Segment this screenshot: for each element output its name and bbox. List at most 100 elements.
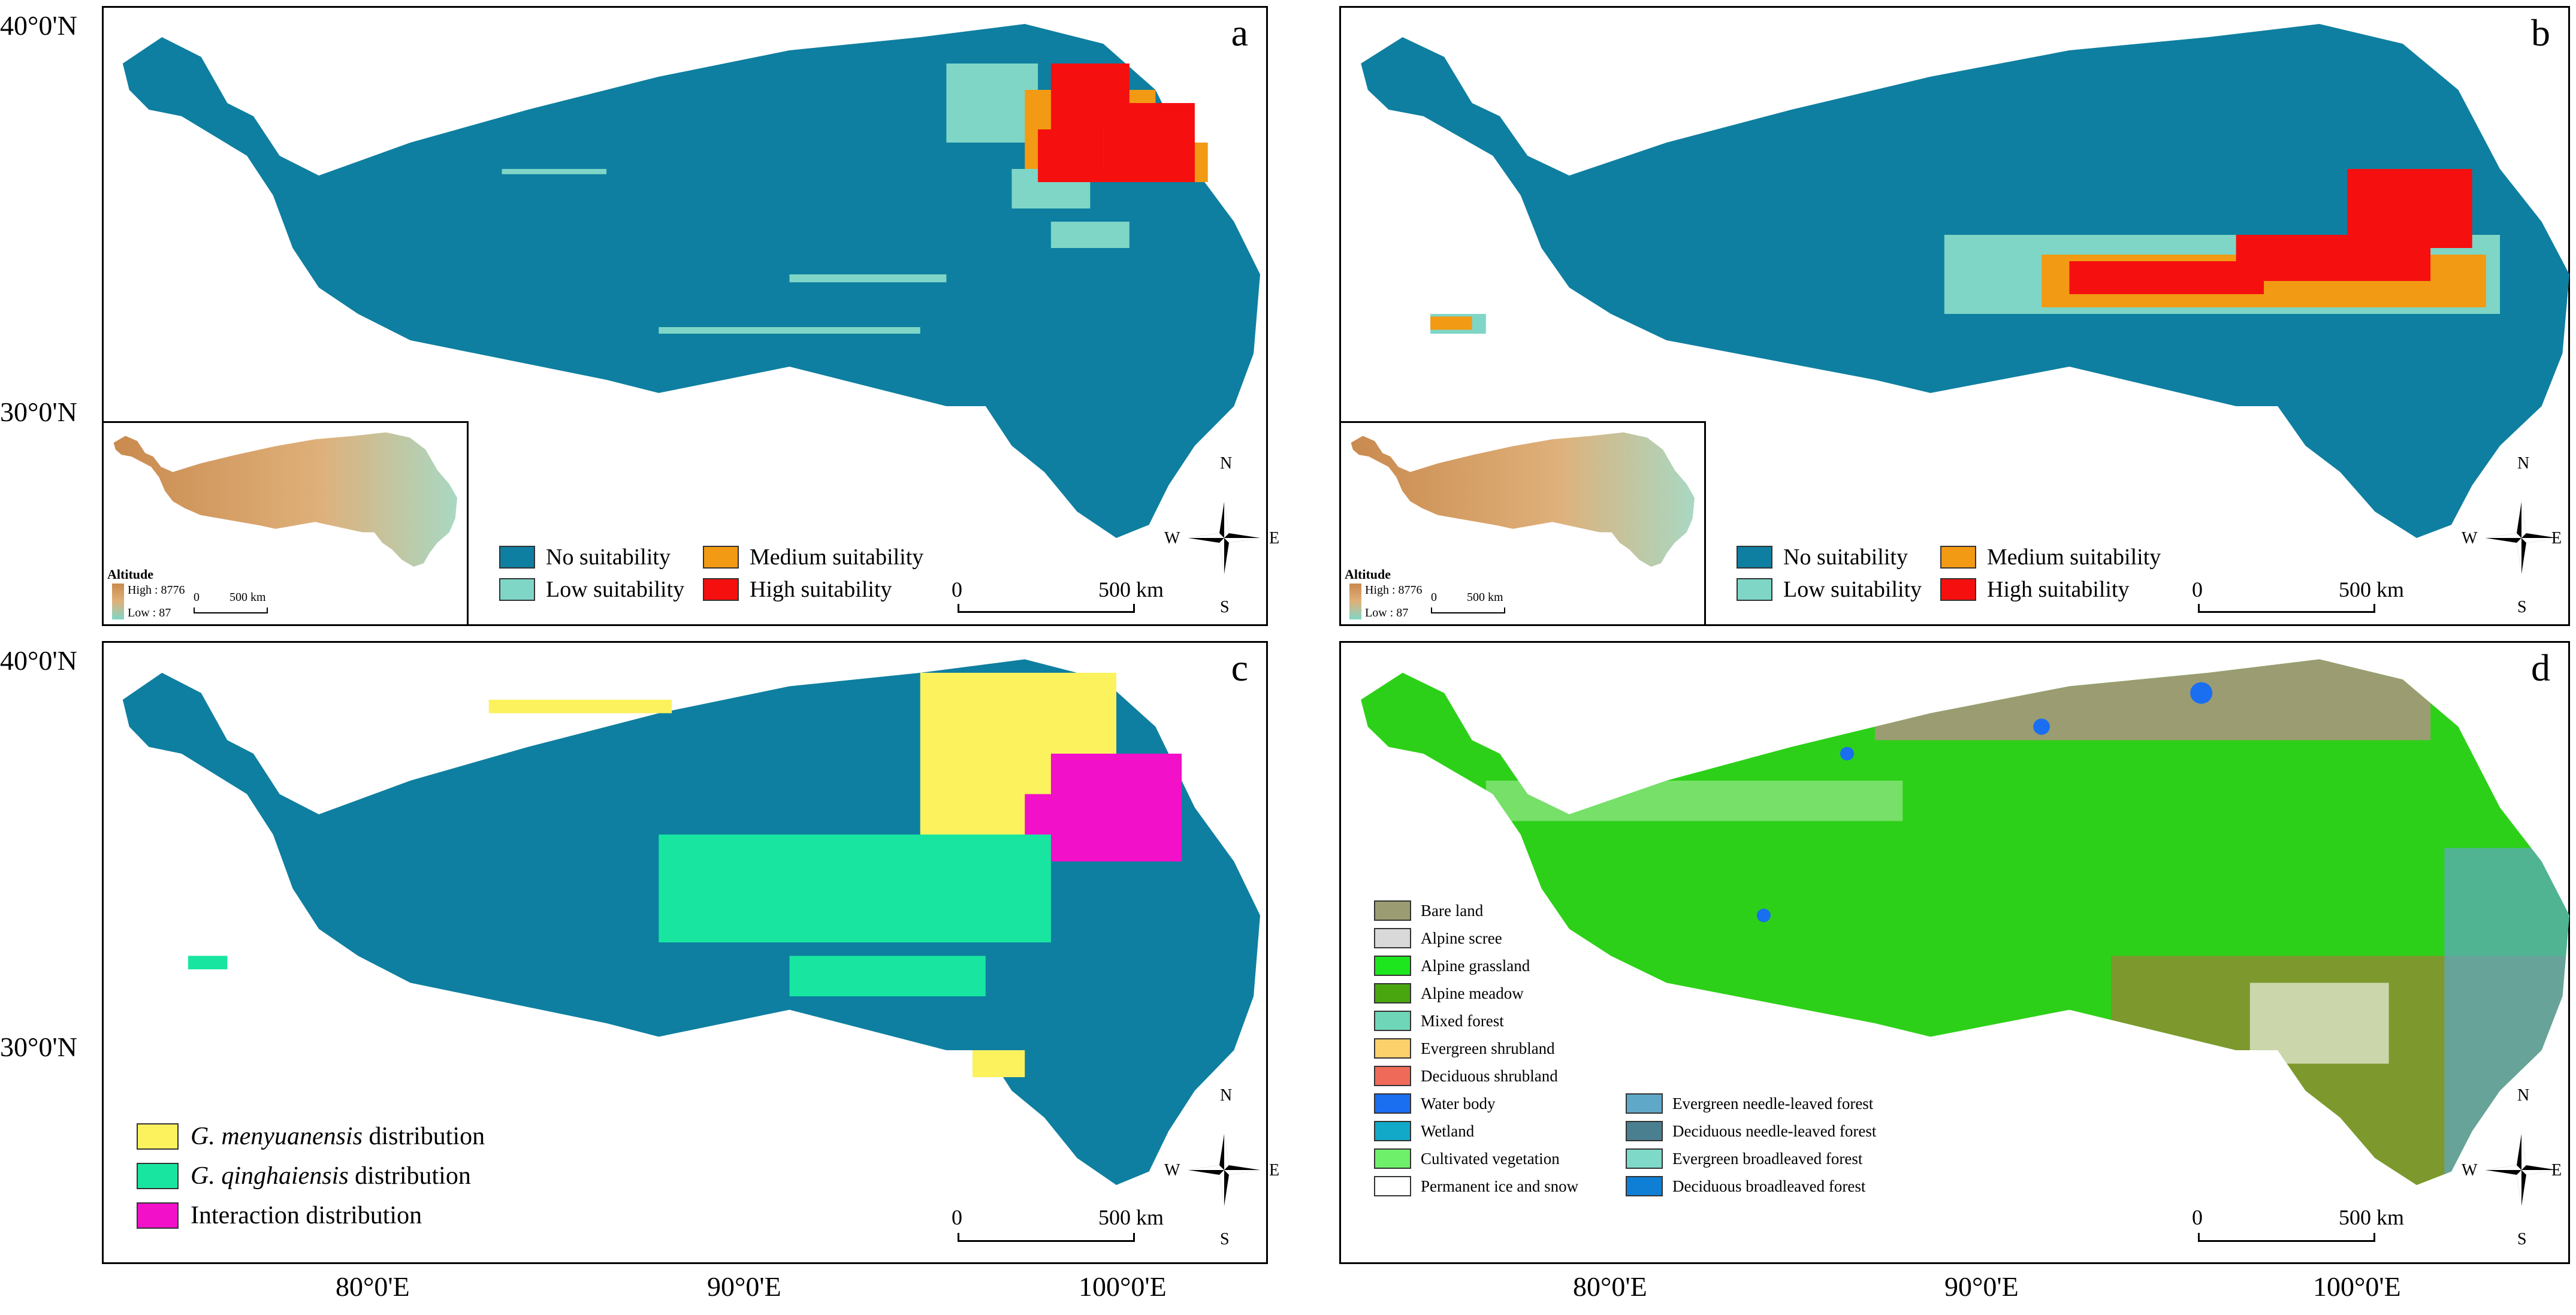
species-name-menyuanensis: G. menyuanensis (191, 1123, 363, 1150)
inset-scale-zero: 0 (194, 591, 200, 604)
legend-swatch (499, 546, 535, 569)
suitability-map-a (122, 24, 1260, 538)
lon-label-80-left: 80°0'E (336, 1271, 410, 1302)
legend-swatch (1374, 1038, 1411, 1059)
landcover-legend-item: Wetland (1374, 1121, 1474, 1141)
altitude-inset: Altitude High : 8776 Low : 87 0 500 km (1339, 421, 1706, 626)
legend-label: Alpine grassland (1421, 956, 1530, 975)
high-suitability-patches (1038, 64, 1195, 182)
compass-w: W (2462, 529, 2478, 548)
scalebar (2198, 604, 2375, 613)
compass-e: E (1269, 529, 1280, 548)
distribution-map-c (122, 659, 1260, 1185)
legend-swatch (1374, 900, 1411, 921)
inset-scale-distance: 500 km (229, 591, 266, 604)
panel-label-b: b (2531, 11, 2550, 54)
altitude-low-label: Low : 87 (1365, 606, 1409, 619)
landcover-legend-item: Bare land (1374, 900, 1483, 921)
compass-rose-icon (2486, 502, 2557, 574)
altitude-low-label: Low : 87 (128, 606, 171, 619)
scalebar-distance: 500 km (2339, 1205, 2405, 1229)
compass-w: W (2462, 1161, 2478, 1180)
legend-label: High suitability (750, 577, 892, 602)
lat-label-30-left-top: 30°0'N (0, 397, 77, 427)
legend-swatch (1737, 578, 1772, 601)
legend-swatch (1374, 1093, 1411, 1114)
legend-label: Evergreen broadleaved forest (1672, 1149, 1863, 1168)
legend-label: Alpine scree (1421, 929, 1502, 947)
legend-label: Water body (1421, 1094, 1496, 1113)
compass-w: W (1164, 1161, 1180, 1180)
legend-label: Deciduous needle-leaved forest (1672, 1121, 1877, 1140)
legend-swatch (703, 546, 739, 569)
species-name-qinghaiensis: G. qinghaiensis (191, 1162, 349, 1190)
legend-swatch (1374, 1066, 1411, 1086)
compass-s: S (2517, 1230, 2527, 1249)
legend-swatch (1940, 546, 1976, 569)
legend-label: Permanent ice and snow (1421, 1177, 1579, 1195)
legend-swatch (1374, 1148, 1411, 1169)
panel-label-c: c (1231, 646, 1248, 689)
legend-swatch (1374, 928, 1411, 948)
scalebar-distance: 500 km (1098, 1205, 1164, 1229)
scalebar-distance: 500 km (1098, 578, 1164, 601)
legend-label: High suitability (1987, 577, 2130, 602)
lat-label-40-left-top: 40°0'N (0, 10, 77, 41)
legend-label: Cultivated vegetation (1421, 1149, 1560, 1168)
compass-e: E (1269, 1161, 1280, 1180)
legend-suffix: distribution (348, 1162, 471, 1190)
landcover-map-d (1361, 659, 2569, 1185)
scalebar (958, 604, 1135, 613)
landcover-legend-item: Mixed forest (1374, 1011, 1504, 1031)
landcover-legend-item: Deciduous shrubland (1374, 1066, 1558, 1086)
legend-swatch (1940, 578, 1976, 601)
altitude-inset: Altitude High : 8776 Low : 87 0 500 km (102, 421, 469, 626)
landcover-legend-item: Alpine scree (1374, 928, 1502, 948)
landcover-legend-item: Evergreen broadleaved forest (1626, 1148, 1862, 1169)
landcover-legend-item: Deciduous broadleaved forest (1626, 1176, 1865, 1196)
legend-label: Evergreen shrubland (1421, 1039, 1555, 1057)
legend-label: Medium suitability (750, 545, 924, 570)
legend-label: Low suitability (1783, 577, 1922, 602)
altitude-color-ramp (1349, 584, 1361, 619)
legend-swatch (137, 1123, 179, 1150)
legend-label: Mixed forest (1421, 1011, 1504, 1030)
landcover-legend-item: Permanent ice and snow (1374, 1176, 1578, 1196)
lon-label-90-left: 90°0'E (707, 1271, 781, 1302)
legend-swatch (703, 578, 739, 601)
altitude-title: Altitude (107, 567, 153, 582)
landcover-legend-item: Evergreen shrubland (1374, 1038, 1555, 1059)
landcover-legend-item: Alpine grassland (1374, 956, 1530, 976)
panel-c: c G. menyuanensis distribution G. qingha… (102, 641, 1279, 1264)
suitability-map-b (1361, 24, 2569, 538)
lon-label-100-left: 100°0'E (1079, 1271, 1167, 1302)
compass-s: S (1220, 598, 1230, 616)
legend-label: Low suitability (546, 577, 685, 602)
legend-swatch (1737, 546, 1772, 569)
scalebar-distance: 500 km (2339, 578, 2405, 601)
legend-swatch (1374, 956, 1411, 976)
compass-w: W (1164, 529, 1180, 548)
legend-swatch (1374, 983, 1411, 1003)
lon-label-80-right: 80°0'E (1573, 1271, 1647, 1302)
scalebar (2198, 1233, 2375, 1242)
inset-scale-zero: 0 (1431, 591, 1437, 604)
altitude-title: Altitude (1345, 567, 1391, 582)
legend-swatch (1374, 1121, 1411, 1141)
compass-n: N (1220, 454, 1233, 473)
scalebar (958, 1233, 1135, 1242)
inset-scalebar (1431, 607, 1505, 613)
legend-label: Wetland (1421, 1121, 1475, 1140)
legend-label: Alpine meadow (1421, 984, 1524, 1002)
legend-label: No suitability (546, 545, 671, 570)
legend-swatch (137, 1202, 179, 1229)
landcover-legend-item: Alpine meadow (1374, 983, 1524, 1003)
altitude-color-ramp (112, 584, 124, 619)
legend-label: Evergreen needle-leaved forest (1672, 1094, 1874, 1113)
compass-e: E (2551, 529, 2562, 548)
low-suitability-patches (502, 64, 1130, 334)
legend-swatch (1626, 1121, 1663, 1141)
lat-label-30-left-bottom: 30°0'N (0, 1032, 77, 1062)
compass-n: N (2517, 454, 2530, 473)
legend-label: Interaction distribution (191, 1202, 422, 1229)
